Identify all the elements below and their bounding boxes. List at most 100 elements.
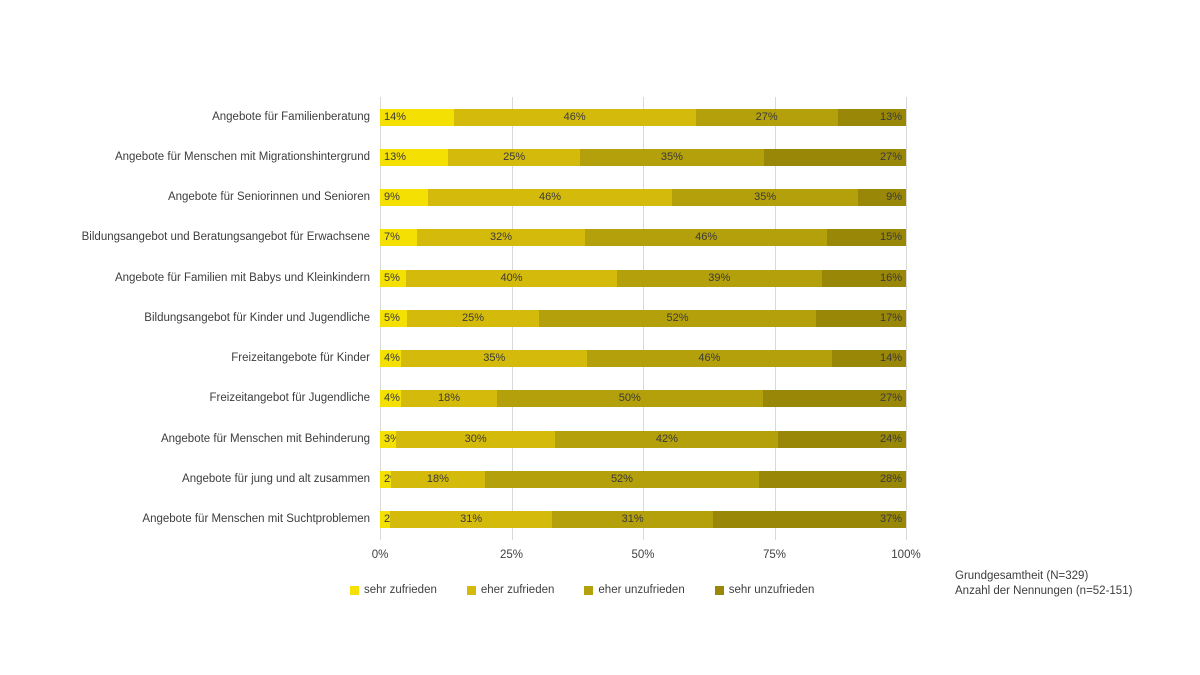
category-label: Bildungsangebot und Beratungsangebot für… [81,231,370,244]
category-label: Angebote für jung und alt zusammen [182,473,370,486]
bar-segment: 46% [453,108,696,126]
data-label: 9% [886,191,902,204]
bar-segment: 32% [416,229,586,247]
category-label: Angebote für Menschen mit Suchtproblemen [142,513,370,526]
footnote-line-1: Grundgesamtheit (N=329) [955,570,1089,582]
bar-segment: 7% [380,229,417,247]
bar-segment: 37% [713,511,907,529]
bar-segment: 17% [815,309,906,327]
legend-item: eher unzufrieden [584,584,685,596]
legend-label: eher unzufrieden [598,584,685,596]
data-label: 13% [384,150,407,163]
bar-segment: 2% [380,471,400,489]
bar-segment: 9% [380,189,428,207]
bar-segment: 18% [390,471,486,489]
legend-item: eher zufrieden [466,584,555,596]
bar-segment: 28% [758,471,906,489]
bar-row: Angebote für Seniorinnen und Senioren 9% 4… [60,178,906,218]
stacked-bar: 5% 40% 39% 16% [380,269,906,287]
stacked-bar: 2% 18% 52% 28% [380,471,906,489]
data-label: 40% [500,271,523,284]
data-label: 39% [708,271,731,284]
stacked-bar: 2% 31% 31% 37% [380,511,907,529]
legend-item: sehr zufrieden [350,584,437,596]
data-label: 50% [618,392,641,405]
bar-segment: 18% [401,390,497,408]
legend-label: eher zufrieden [480,584,555,596]
footnote: Grundgesamtheit (N=329) Anzahl der Nennu… [955,569,1132,599]
data-label: 46% [698,352,721,365]
stacked-bar: 5% 25% 52% 17% [380,309,906,327]
data-label: 32% [489,231,512,244]
bar-segment: 16% [821,269,906,287]
data-label: 42% [655,432,678,445]
data-label: 46% [695,231,718,244]
bar-row: Angebote für Menschen mit Migrationshint… [60,137,906,177]
data-label: 52% [610,473,633,486]
stacked-bar: 7% 32% 46% 15% [380,229,906,247]
bar-segment: 15% [827,229,906,247]
bar-segment: 35% [401,350,588,368]
bar-segment: 3% [380,430,400,448]
bar-row: Angebote für Menschen mit Behinderung 3% 3… [60,419,906,459]
data-label: 30% [464,432,487,445]
bar-segment: 27% [695,108,838,126]
data-label: 14% [384,110,407,123]
category-label: Freizeitangebote für Kinder [231,352,370,365]
gridline-100 [906,97,907,540]
data-label: 35% [660,150,683,163]
data-label: 52% [666,311,689,324]
legend-swatch-icon [714,585,724,595]
data-label: 46% [563,110,586,123]
bar-segment: 30% [395,430,556,448]
data-label: 46% [539,191,562,204]
stacked-bar: 3% 30% 42% 24% [380,430,906,448]
data-label: 35% [483,352,506,365]
bar-segment: 50% [496,390,763,408]
legend: sehr zufrieden eher zufrieden eher unzufri… [350,584,814,596]
data-label: 13% [879,110,902,123]
data-label: 28% [879,473,902,486]
stacked-bar: 9% 46% 35% 9% [380,189,906,207]
data-label: 24% [879,432,902,445]
category-label: Angebote für Menschen mit Behinderung [160,432,370,445]
data-label: 25% [503,150,526,163]
data-label: 25% [461,311,484,324]
data-label: 16% [879,271,902,284]
bar-segment: 27% [762,390,906,408]
category-label: Bildungsangebot für Kinder und Jugendlic… [144,311,370,324]
bar-segment: 14% [380,108,454,126]
data-label: 27% [879,392,902,405]
data-label: 7% [384,231,400,244]
x-tick-label: 50% [631,549,655,561]
data-label: 15% [879,231,902,244]
x-tick-label: 25% [499,549,524,561]
bar-segment: 13% [380,148,449,166]
data-label: 5% [384,271,400,284]
category-label: Angebote für Familien mit Babys und Klei… [114,271,370,284]
x-axis-labels: 0% 25% 50% 75% 100% [372,549,921,563]
category-label: Freizeitangebot für Jugendliche [209,392,370,405]
x-tick-label: 75% [762,549,787,561]
bar-segment: 27% [763,148,906,166]
data-label: 35% [754,191,777,204]
bar-row: Angebote für Familienberatung 14% 46% 27% 13… [60,97,906,137]
bar-segment: 25% [406,309,540,327]
bar-row: Bildungsangebot und Beratungsangebot für… [60,218,906,258]
bar-segment: 5% [380,309,407,327]
legend-swatch-icon [584,585,594,595]
x-tick-label: 100% [891,549,921,561]
bar-segment: 13% [837,108,906,126]
category-label: Angebote für Menschen mit Migrationshint… [114,150,370,163]
legend-item: sehr unzufrieden [714,584,814,596]
bar-row: Freizeitangebote für Kinder 4% 35% 46% 14% [60,339,906,379]
bar-segment: 35% [579,148,764,166]
data-label: 18% [426,473,449,486]
legend-swatch-icon [350,585,359,595]
data-label: 31% [460,513,483,526]
bar-segment: 35% [672,189,859,207]
data-label: 5% [384,311,400,324]
bar-segment: 5% [380,269,407,287]
bar-segment: 14% [831,350,906,368]
